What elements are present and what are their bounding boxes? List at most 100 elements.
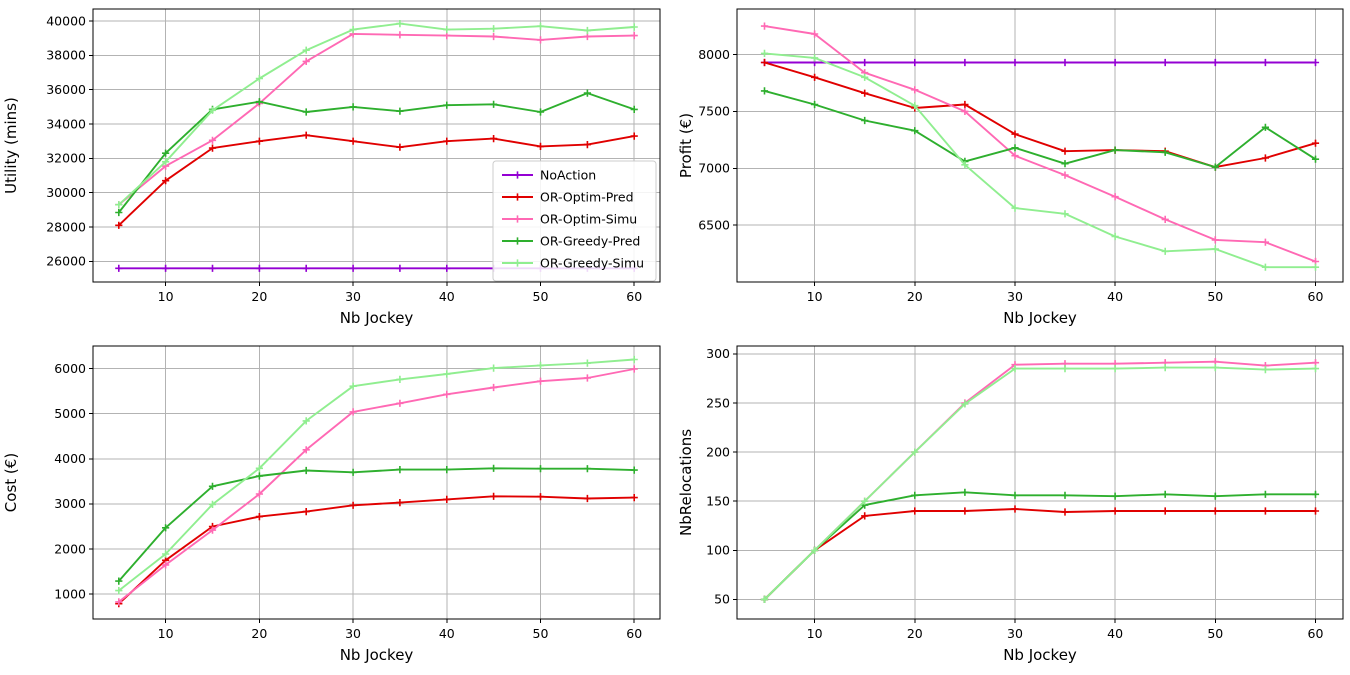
svg-text:60: 60 xyxy=(1308,626,1324,641)
legend-plus-marker-icon xyxy=(513,237,522,245)
svg-text:20: 20 xyxy=(251,626,267,641)
legend-item-label: OR-Greedy-Simu xyxy=(540,255,644,270)
plus-markers-OR-Optim-Simu xyxy=(760,22,1320,266)
utility-chart: 10 20 30 40 50 60 26000 28000 30000 32000 34000 360… xyxy=(2,8,661,327)
legend-item-OR-Greedy-Pred: OR-Greedy-Pred xyxy=(502,233,640,248)
legend-item-OR-Optim-Simu: OR-Optim-Simu xyxy=(502,211,637,226)
svg-text:50: 50 xyxy=(533,289,549,304)
svg-text:30: 30 xyxy=(1007,626,1023,641)
plus-markers-OR-Optim-Pred xyxy=(115,131,638,229)
svg-text:250: 250 xyxy=(706,395,730,410)
svg-text:30: 30 xyxy=(345,289,361,304)
legend: NoAction OR-Optim-Pred OR-Optim-Simu OR-Gre… xyxy=(492,160,657,282)
legend-item-label: NoAction xyxy=(540,167,596,182)
svg-text:40: 40 xyxy=(439,289,455,304)
svg-text:40: 40 xyxy=(1107,289,1123,304)
legend-plus-marker-icon xyxy=(513,171,522,179)
plot-border xyxy=(736,8,1344,283)
svg-text:40000: 40000 xyxy=(46,13,86,28)
svg-text:150: 150 xyxy=(706,493,730,508)
cost-chart: 10 20 30 40 50 60 1000 2000 3000 4000 5000 6000 Nb J… xyxy=(2,345,661,664)
svg-text:60: 60 xyxy=(626,289,642,304)
series-OR-Optim-Simu xyxy=(115,365,638,606)
svg-text:20: 20 xyxy=(907,289,923,304)
x-axis: 10 20 30 40 50 60 xyxy=(158,282,642,304)
x-axis: 10 20 30 40 50 60 xyxy=(807,282,1324,304)
svg-text:8000: 8000 xyxy=(698,47,730,62)
svg-text:36000: 36000 xyxy=(46,82,86,97)
plus-markers-OR-Greedy-Simu xyxy=(760,364,1320,603)
legend-item-label: OR-Greedy-Pred xyxy=(540,233,640,248)
svg-text:50: 50 xyxy=(533,626,549,641)
y-axis-label: NbRelocations xyxy=(677,429,695,536)
x-axis: 10 20 30 40 50 60 xyxy=(158,619,642,641)
svg-text:60: 60 xyxy=(1308,289,1324,304)
svg-text:300: 300 xyxy=(706,346,730,361)
plot-border xyxy=(736,345,1344,620)
y-axis: 50 100 150 200 250 300 xyxy=(706,346,737,607)
series-OR-Optim-Simu xyxy=(760,358,1320,603)
svg-text:40: 40 xyxy=(439,626,455,641)
svg-text:7500: 7500 xyxy=(698,104,730,119)
svg-text:20: 20 xyxy=(251,289,267,304)
x-axis-label: Nb Jockey xyxy=(340,309,414,327)
plus-markers-OR-Greedy-Simu xyxy=(115,20,638,209)
svg-text:5000: 5000 xyxy=(54,406,86,421)
plus-markers-OR-Optim-Simu xyxy=(115,365,638,606)
svg-text:60: 60 xyxy=(626,626,642,641)
svg-text:7000: 7000 xyxy=(698,161,730,176)
legend-item-label: OR-Optim-Pred xyxy=(540,189,634,204)
svg-text:38000: 38000 xyxy=(46,48,86,63)
svg-text:100: 100 xyxy=(706,543,730,558)
legend-item-label: OR-Optim-Simu xyxy=(540,211,637,226)
series-OR-Greedy-Simu xyxy=(760,364,1320,603)
plus-markers-OR-Greedy-Pred xyxy=(115,464,638,585)
plus-markers-OR-Optim-Pred xyxy=(115,492,638,608)
y-axis-label: Utility (mins) xyxy=(2,97,20,194)
svg-text:50: 50 xyxy=(714,592,730,607)
svg-text:30000: 30000 xyxy=(46,185,86,200)
legend-item-OR-Greedy-Simu: OR-Greedy-Simu xyxy=(502,255,644,270)
plus-markers-OR-Greedy-Pred xyxy=(760,87,1320,171)
svg-text:10: 10 xyxy=(807,626,823,641)
series-OR-Greedy-Pred xyxy=(115,89,638,217)
svg-text:200: 200 xyxy=(706,444,730,459)
plus-markers-OR-Optim-Simu xyxy=(760,358,1320,603)
series-OR-Optim-Pred xyxy=(115,131,638,229)
plus-markers-OR-Greedy-Simu xyxy=(760,49,1320,271)
series-OR-Greedy-Simu xyxy=(760,49,1320,271)
legend-plus-marker-icon xyxy=(513,259,522,267)
series-OR-Greedy-Simu xyxy=(115,20,638,209)
svg-text:1000: 1000 xyxy=(54,586,86,601)
plot-border xyxy=(92,8,661,283)
svg-text:50: 50 xyxy=(1207,626,1223,641)
series-OR-Greedy-Simu xyxy=(115,355,638,595)
svg-text:26000: 26000 xyxy=(46,254,86,269)
legend-plus-marker-icon xyxy=(513,215,522,223)
plot-border xyxy=(92,345,661,620)
subplot-utility: 10 20 30 40 50 60 26000 28000 30000 32000 34000 360… xyxy=(0,0,675,337)
grid xyxy=(737,346,1343,619)
svg-text:10: 10 xyxy=(158,289,174,304)
profit-chart: 10 20 30 40 50 60 6500 7000 7500 8000 Nb Jockey Pro… xyxy=(677,8,1344,327)
svg-text:2000: 2000 xyxy=(54,541,86,556)
svg-text:6500: 6500 xyxy=(698,217,730,232)
series-OR-Greedy-Pred xyxy=(760,488,1320,603)
series-OR-Optim-Pred xyxy=(115,492,638,608)
series-OR-Optim-Simu xyxy=(760,22,1320,266)
x-axis-label: Nb Jockey xyxy=(1003,309,1077,327)
x-axis-label: Nb Jockey xyxy=(1003,646,1077,664)
legend-item-NoAction: NoAction xyxy=(502,167,596,182)
svg-text:3000: 3000 xyxy=(54,496,86,511)
svg-text:4000: 4000 xyxy=(54,451,86,466)
legend-plus-marker-icon xyxy=(513,193,522,201)
plus-markers-OR-Greedy-Pred xyxy=(760,488,1320,603)
y-axis-label: Profit (€) xyxy=(677,113,695,178)
y-axis-label: Cost (€) xyxy=(2,453,20,512)
grid xyxy=(93,346,660,619)
subplot-cost: 10 20 30 40 50 60 1000 2000 3000 4000 5000 6000 Nb J… xyxy=(0,337,675,674)
subplot-profit: 10 20 30 40 50 60 6500 7000 7500 8000 Nb Jockey Pro… xyxy=(675,0,1350,337)
svg-text:40: 40 xyxy=(1107,626,1123,641)
svg-text:30: 30 xyxy=(1007,289,1023,304)
svg-text:6000: 6000 xyxy=(54,361,86,376)
